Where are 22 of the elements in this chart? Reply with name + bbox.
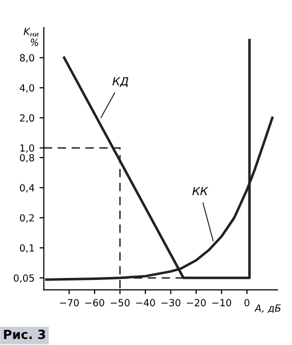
y-tick-label: 0,4	[20, 184, 34, 192]
x-tick-label: −30	[162, 299, 180, 306]
x-tick-label: −60	[85, 299, 104, 306]
x-tick-label: −20	[186, 299, 206, 306]
annotation: КД	[112, 77, 128, 88]
x-tick-label: −50	[110, 299, 130, 306]
y-tick-label: 0,1	[20, 244, 34, 253]
x-tick-label: −40	[136, 299, 155, 306]
y-tick-label: 4,0	[20, 84, 34, 93]
y-tick-label: 8,0	[20, 54, 34, 62]
x-axis-title: A, дБ	[254, 304, 281, 313]
x-tick-label: −70	[60, 299, 79, 306]
y-tick-label: 0,8	[20, 154, 34, 162]
y-tick-label: 1,0	[20, 144, 34, 153]
x-tick-label: 0	[244, 299, 250, 306]
text: Рис. 3	[4, 330, 46, 340]
y-axis-title: K$_{ни}$ %	[24, 28, 39, 46]
y-tick-label: 0,05	[14, 274, 34, 283]
annotation: КК	[192, 186, 208, 196]
y-tick-label: 0,2	[20, 214, 34, 223]
x-tick-label: −10	[212, 299, 232, 306]
y-tick-label: 2,0	[20, 114, 34, 123]
